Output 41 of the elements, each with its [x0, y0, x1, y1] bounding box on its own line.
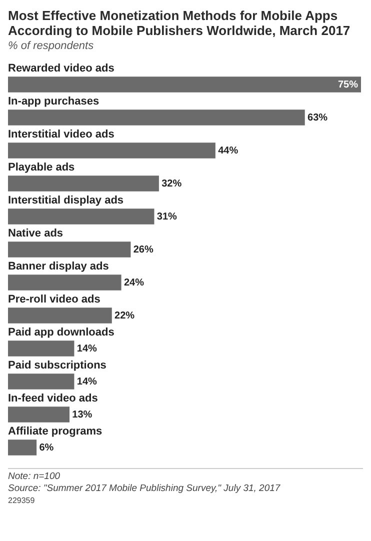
chart-subtitle: % of respondents [8, 40, 95, 52]
data-label: 63% [308, 112, 328, 124]
y-tick-label: Banner display ads [8, 260, 109, 273]
y-tick-label: Interstitial display ads [8, 194, 124, 207]
y-tick-label: Pre-roll video ads [8, 294, 100, 306]
bar [8, 274, 122, 290]
y-tick-label: In-app purchases [8, 96, 100, 108]
bar [8, 142, 216, 158]
bar [8, 176, 159, 192]
data-label: 22% [114, 310, 135, 322]
y-tick-label: Rewarded video ads [8, 62, 114, 75]
data-label: 14% [76, 343, 98, 354]
bar [8, 440, 37, 456]
y-tick-label: Paid subscriptions [8, 360, 106, 372]
chart-title: Most Effective Monetization Methods for Mobile Apps According to Mobile Publishers Worldwide, March 2017 [8, 8, 352, 38]
bar [8, 242, 131, 258]
data-label: 14% [76, 376, 98, 388]
data-label: 44% [218, 145, 238, 156]
y-tick-label: Native ads [8, 228, 64, 240]
data-label: 6% [39, 442, 54, 454]
bar [8, 374, 74, 390]
data-label: 75% [338, 79, 358, 90]
data-label: 13% [72, 409, 92, 420]
bar [8, 76, 361, 92]
text: 229359 [8, 495, 36, 507]
y-tick-label: Interstitial video ads [8, 128, 114, 141]
bar [8, 340, 74, 356]
data-label: 26% [133, 244, 154, 256]
data-label: 31% [156, 211, 178, 222]
y-tick-label: In-feed video ads [8, 392, 98, 405]
y-tick-label: Affiliate programs [8, 426, 102, 438]
y-tick-label: Playable ads [8, 162, 75, 174]
bar [8, 208, 154, 224]
bar [8, 406, 70, 422]
source-note: Source: "Summer 2017 Mobile Publishing Survey," July 31, 2017 [8, 483, 282, 495]
bar [8, 308, 112, 324]
bar [8, 110, 305, 126]
text: Note: n=100 [8, 471, 62, 483]
y-tick-label: Paid app downloads [8, 326, 114, 339]
data-label: 32% [162, 178, 182, 190]
data-label: 24% [124, 277, 144, 288]
